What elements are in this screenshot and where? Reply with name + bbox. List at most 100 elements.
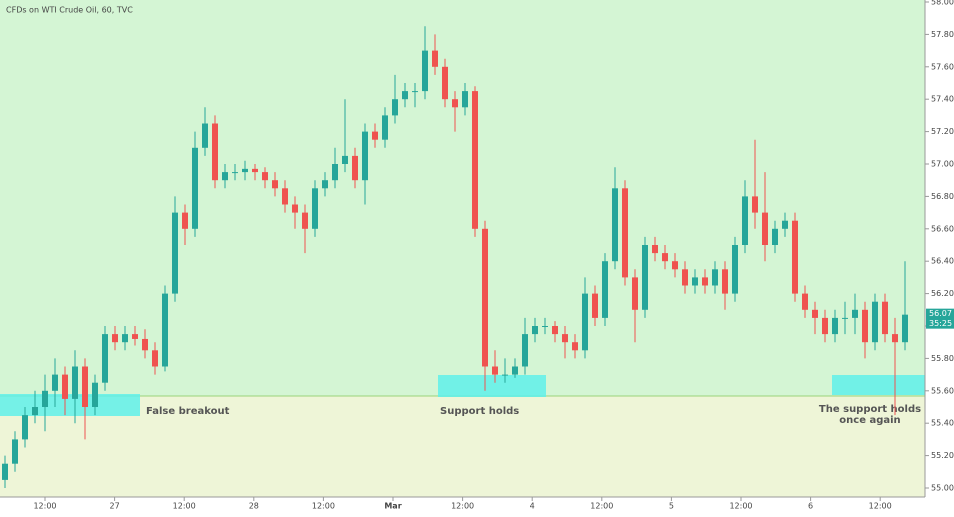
candle-body: [832, 317, 838, 335]
zone-box: [438, 375, 546, 397]
candle-body: [732, 245, 738, 294]
price-tag: [926, 308, 954, 329]
candle-body: [242, 168, 248, 173]
candle-body: [872, 301, 878, 343]
candle-body: [772, 228, 778, 245]
countdown: 35:25: [929, 319, 952, 328]
candle-body: [482, 228, 488, 367]
x-tick-label: 12:00: [33, 502, 56, 511]
candle-body: [802, 293, 808, 310]
candle-body: [92, 382, 98, 407]
candle-body: [262, 172, 268, 181]
candle-body: [862, 309, 868, 343]
candle-body: [552, 326, 558, 335]
y-tick-label: 56.40: [931, 257, 954, 266]
candle-body: [842, 317, 848, 319]
candle-body: [632, 277, 638, 310]
candle-body: [12, 439, 18, 464]
candle-body: [82, 366, 88, 407]
x-tick-label: 28: [249, 502, 259, 511]
x-tick-label: 27: [110, 502, 120, 511]
candle-body: [122, 334, 128, 343]
candle-body: [712, 269, 718, 286]
candle-body: [32, 407, 38, 416]
candle-body: [232, 172, 238, 174]
candle-body: [442, 66, 448, 100]
candle-body: [412, 91, 418, 93]
y-tick-label: 57.00: [931, 160, 954, 169]
candle-body: [612, 188, 618, 262]
annotation: The support holds: [819, 404, 921, 415]
candle-body: [642, 245, 648, 310]
candle-body: [572, 342, 578, 351]
candle-body: [2, 463, 8, 480]
y-tick-label: 57.20: [931, 127, 954, 136]
candle-body: [532, 326, 538, 335]
y-tick-label: 55.80: [931, 354, 954, 363]
candle-body: [722, 269, 728, 294]
candle-body: [892, 334, 898, 343]
candle-body: [662, 253, 668, 262]
candle-body: [272, 180, 278, 189]
candle-body: [592, 293, 598, 318]
candle-body: [162, 293, 168, 367]
x-tick-label: 12:00: [173, 502, 196, 511]
y-tick-label: 55.00: [931, 484, 954, 493]
candle-body: [302, 212, 308, 229]
candle-body: [582, 293, 588, 351]
candle-body: [422, 50, 428, 92]
candle-body: [742, 196, 748, 245]
candle-body: [382, 115, 388, 140]
x-tick-label: Mar: [384, 502, 401, 511]
candle-body: [812, 309, 818, 318]
candle-body: [762, 212, 768, 245]
x-tick-label: 4: [530, 502, 535, 511]
candle-body: [252, 168, 258, 173]
candle-body: [192, 147, 198, 229]
candle-body: [602, 261, 608, 318]
y-tick-label: 56.80: [931, 192, 954, 201]
x-tick-label: 12:00: [451, 502, 474, 511]
last-price: 56.07: [929, 309, 952, 318]
annotation: once again: [839, 415, 900, 426]
candle-body: [22, 415, 28, 440]
candle-body: [142, 338, 148, 351]
candle-body: [292, 204, 298, 213]
y-tick-label: 56.20: [931, 289, 954, 298]
candle-body: [652, 245, 658, 254]
y-tick-label: 56.60: [931, 224, 954, 233]
candle-body: [112, 334, 118, 343]
candle-body: [882, 301, 888, 335]
chart-title: CFDs on WTI Crude Oil, 60, TVC: [6, 6, 133, 15]
candle-body: [362, 131, 368, 181]
y-tick-label: 58.00: [931, 0, 954, 7]
y-tick-label: 55.60: [931, 386, 954, 395]
lower-zone: [0, 396, 925, 497]
candle-body: [432, 50, 438, 67]
candle-body: [492, 366, 498, 375]
y-tick-label: 55.20: [931, 451, 954, 460]
zone-box: [832, 375, 925, 395]
annotation: Support holds: [440, 406, 519, 417]
candle-body: [172, 212, 178, 294]
candle-body: [132, 334, 138, 339]
candle-body: [672, 261, 678, 270]
candle-body: [562, 334, 568, 343]
candle-body: [392, 99, 398, 116]
y-tick-label: 57.80: [931, 30, 954, 39]
candle-body: [62, 374, 68, 399]
candle-body: [792, 220, 798, 294]
upper-zone: [0, 0, 925, 396]
candle-body: [222, 172, 228, 181]
zone-box: [0, 394, 140, 416]
candle-body: [452, 99, 458, 108]
candle-body: [182, 212, 188, 229]
candle-body: [52, 374, 58, 391]
annotation: False breakout: [146, 406, 230, 417]
candle-body: [402, 91, 408, 100]
x-tick-label: 12:00: [590, 502, 613, 511]
candle-body: [902, 314, 908, 343]
candle-body: [42, 390, 48, 407]
candle-body: [72, 366, 78, 399]
